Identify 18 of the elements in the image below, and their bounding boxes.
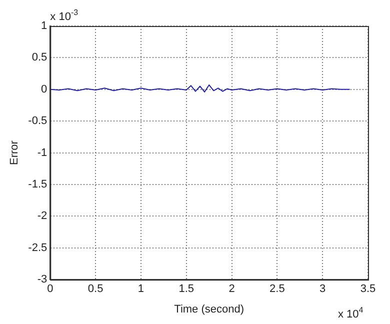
y-tick-label: -1.5: [28, 178, 48, 191]
x-tick-label: 1.5: [178, 283, 194, 296]
y-tick-label: 0: [41, 83, 48, 96]
x-tick-label: 0.5: [88, 283, 104, 296]
y-tick-label: -1: [37, 146, 48, 159]
y-axis-title: Error: [8, 140, 21, 166]
x-tick-label: 2.5: [270, 283, 285, 296]
y-tick-label: -0.5: [28, 115, 48, 128]
x-tick-label: 1: [138, 283, 144, 296]
y-tick-label: -3: [37, 274, 48, 286]
x-axis-title: Time (second): [174, 303, 244, 316]
y-tick-label: 0.5: [32, 52, 48, 64]
y-tick-label: 1: [41, 20, 48, 32]
y-tick-label: -2: [37, 210, 48, 222]
x-tick-label: 3: [320, 283, 326, 296]
x-tick-label: 3.5: [360, 283, 376, 296]
x-tick-label: 2: [228, 283, 235, 296]
y-tick-label: -2.5: [28, 242, 48, 254]
